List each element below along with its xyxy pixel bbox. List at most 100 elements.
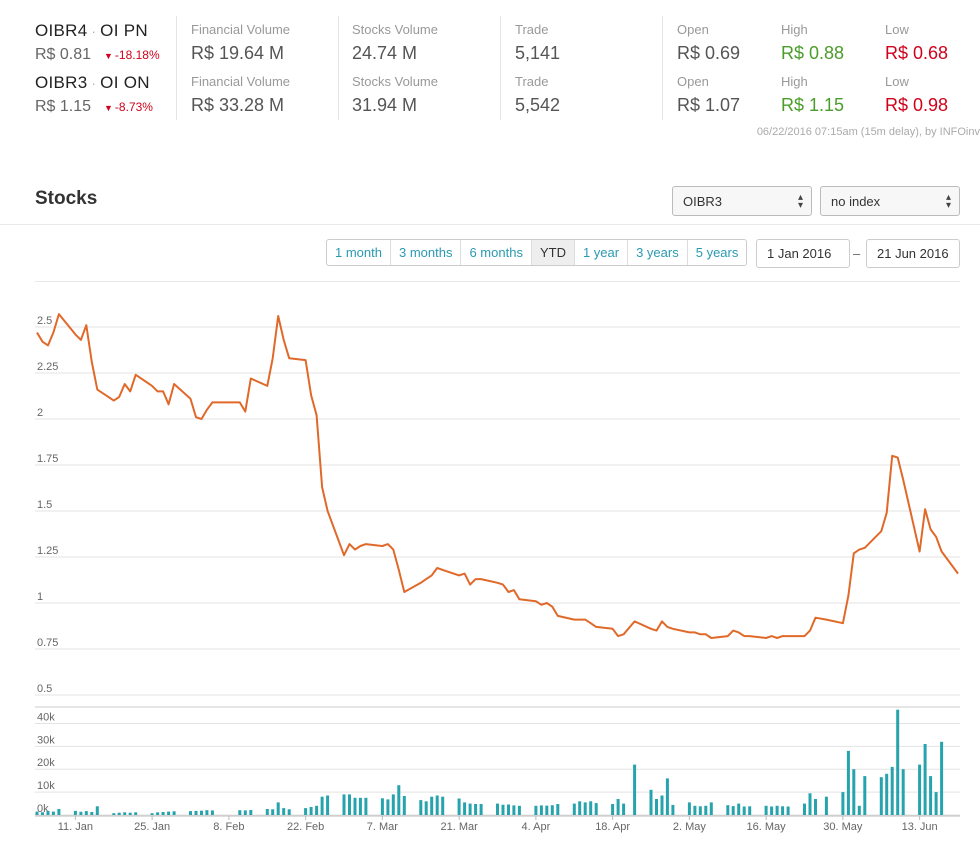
volume-bar [205,810,209,815]
open-label: Open [677,22,709,37]
volume-bar [189,811,192,815]
volume-bar [583,802,587,815]
open-value: R$ 0.69 [677,43,741,63]
volume-bar [474,804,478,815]
date-from-input[interactable]: 1 Jan 2016 [756,239,850,268]
volume-bar [123,812,127,815]
x-axis-label: 18. Apr [595,821,630,833]
stock-select[interactable]: OIBR3 ▴ ▾ [672,186,812,216]
divider [662,16,663,120]
open-label: Open [677,74,709,89]
price-axis-label: 2.25 [37,361,58,373]
low-label: Low [885,22,909,37]
volume-bar [309,807,313,815]
date-to-input[interactable]: 21 Jun 2016 [866,239,960,268]
range-button-ytd[interactable]: YTD [531,240,575,265]
volume-bar [435,795,439,815]
volume-bar [857,805,861,815]
down-arrow-icon: ▼ [104,51,113,61]
ticker-name: OI ON [100,73,150,92]
volume-bar [589,801,593,815]
volume-bar [194,810,198,815]
high-value: R$ 0.88 [781,43,845,63]
volume-bar [517,805,521,815]
volume-bar [781,806,785,815]
volume-bar [737,803,741,815]
volume-bar [353,797,357,815]
volume-bar [863,776,867,815]
ticker-symbol[interactable]: OIBR4 · OI PN [35,21,148,41]
volume-bar [885,773,889,815]
volume-bar [633,764,637,815]
trade-label: Trade [515,22,549,37]
volume-axis-label: 40k [37,711,55,723]
high-value: R$ 1.15 [781,95,845,115]
range-button-6-months[interactable]: 6 months [461,240,532,265]
ticker-code: OIBR3 [35,73,88,92]
trade-value: 5,542 [515,95,561,115]
volume-bar [622,803,626,815]
volume-bar [693,805,697,815]
x-axis-label: 30. May [823,821,863,833]
volume-bar [764,805,768,815]
volume-bar [84,811,88,815]
stk-value: 24.74 M [352,43,418,63]
volume-bar [918,764,922,815]
volume-bar [210,810,214,815]
volume-bar [397,785,401,815]
low-label: Low [885,74,909,89]
volume-bar [73,810,77,815]
range-button-1-month[interactable]: 1 month [327,240,391,265]
range-button-3-months[interactable]: 3 months [391,240,462,265]
volume-bar [112,813,116,815]
index-select[interactable]: no index ▴ ▾ [820,186,960,216]
high-label: High [781,22,808,37]
section-title: Stocks [35,188,98,209]
separator-dot: · [91,24,97,39]
range-divider [35,281,960,282]
trade-label: Trade [515,74,549,89]
volume-bar [128,812,132,815]
volume-bar [786,806,790,815]
volume-bar [616,799,620,815]
price-axis-label: 2.5 [37,315,52,327]
volume-bar [172,811,176,815]
volume-bar [315,805,319,815]
volume-bar [929,776,933,815]
price-axis-label: 0.75 [37,637,58,649]
volume-bar [134,812,138,815]
volume-bar [391,794,395,815]
volume-bar [156,812,160,815]
volume-bar [243,810,247,815]
price-axis-label: 1 [37,591,43,603]
range-button-5-years[interactable]: 5 years [695,245,739,260]
volume-bar [841,792,845,815]
volume-bar [665,778,669,815]
x-axis-label: 4. Apr [522,821,551,833]
select-arrows-icon: ▴ ▾ [945,192,951,211]
volume-bar [41,812,44,815]
volume-bar [320,796,324,815]
volume-bar [117,812,121,815]
divider [338,16,339,120]
range-selector: 1 month 3 months 6 months YTD 1 year 3 years 5… [326,239,748,266]
volume-bar [419,800,423,815]
range-button-1-year[interactable]: 1 year [575,240,629,265]
volume-bar [238,810,242,815]
volume-bar [572,803,576,815]
range-button-3-years[interactable]: 3 years [628,240,688,265]
volume-bar [358,797,362,815]
volume-bar [150,813,154,815]
volume-bar [698,806,702,815]
volume-bar [304,808,308,815]
volume-bar [704,805,708,815]
quote-timestamp: 06/22/2016 07:15am (15m delay), by INFOi… [756,126,980,138]
volume-bar [57,809,61,815]
volume-bar [79,811,83,815]
volume-bar [709,802,713,815]
ticker-symbol[interactable]: OIBR3 · OI ON [35,73,150,93]
price-series-line [36,313,959,639]
last-price: R$ 1.15 [35,98,92,115]
last-price: R$ 0.81 [35,46,92,63]
